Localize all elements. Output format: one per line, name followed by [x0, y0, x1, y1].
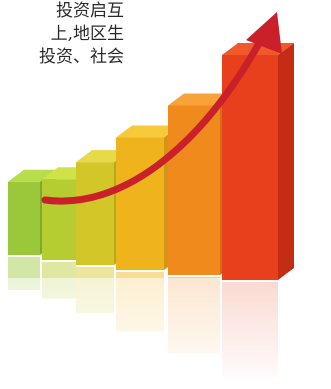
bar-front	[8, 181, 40, 255]
growth-arrow-shaft	[41, 34, 266, 205]
cropped-article-text: 投资启互 上,地区生 投资、社会	[0, 0, 124, 69]
bar-side	[278, 43, 294, 280]
bar-front	[116, 137, 164, 270]
bar-front	[222, 55, 278, 280]
bar-top	[116, 125, 180, 138]
text-line: 投资、社会	[39, 47, 124, 67]
growth-arrow	[41, 12, 282, 205]
bars-group	[8, 43, 294, 280]
text-line: 投资启互	[56, 1, 124, 21]
text-line: 上,地区生	[50, 24, 124, 44]
reflection-fade	[0, 278, 331, 389]
bar-front	[42, 179, 76, 260]
bar	[222, 43, 294, 280]
bar-front	[76, 162, 114, 265]
arrow-head-icon	[246, 12, 282, 54]
